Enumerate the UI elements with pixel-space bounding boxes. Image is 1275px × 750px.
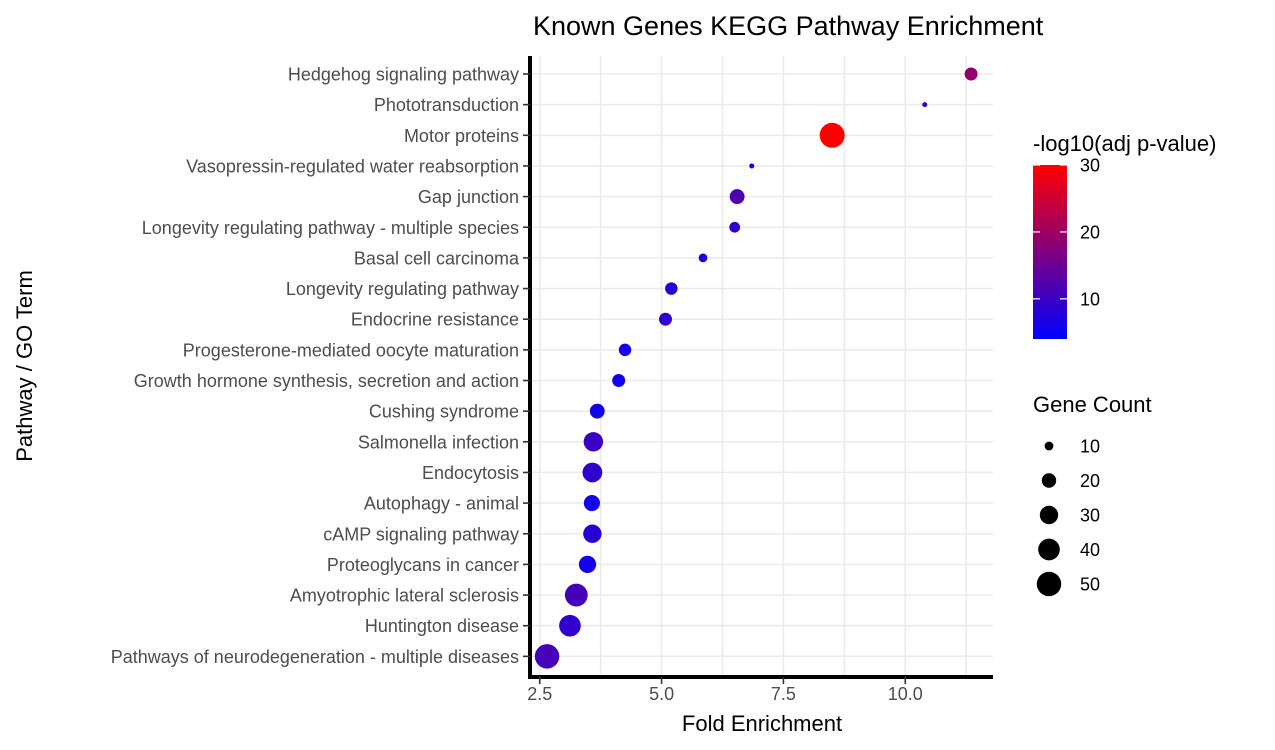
chart-title: Known Genes KEGG Pathway Enrichment [533,11,1044,41]
size-legend-key [1044,441,1054,451]
y-axis-title: Pathway / GO Term [12,270,37,462]
data-point [583,432,604,452]
y-tick-label: Endocytosis [422,463,519,483]
data-point [618,343,632,357]
y-tick-label: Pathways of neurodegeneration - multiple… [111,647,519,667]
data-point [534,644,560,669]
color-legend-label: 30 [1080,156,1100,176]
y-tick-label: Growth hormone synthesis, secretion and … [134,371,519,391]
y-tick-label: Motor proteins [404,126,519,146]
size-legend-label: 50 [1080,575,1100,595]
y-tick-label: Progesterone-mediated oocyte maturation [183,340,519,360]
x-tick-label: 5.0 [649,684,674,704]
data-point [729,189,745,205]
data-point [559,614,581,637]
y-tick-label: Amyotrophic lateral sclerosis [290,586,519,606]
data-points [534,67,978,669]
size-legend-title: Gene Count [1033,392,1152,417]
data-point [964,67,978,81]
color-legend-bar [1033,165,1067,339]
size-legend: Gene Count 10 20 30 40 50 [1033,392,1152,597]
y-tick-label: Endocrine resistance [351,310,519,330]
x-axis-ticks: 2.5 5.0 7.5 10.0 [527,677,923,704]
x-tick-label: 10.0 [888,684,923,704]
data-point [578,555,597,574]
data-point [582,462,603,483]
y-tick-label: Longevity regulating pathway - multiple … [142,218,519,238]
size-legend-key [1038,538,1060,561]
data-point [698,253,708,263]
y-tick-label: Huntington disease [365,616,519,636]
grid [530,56,993,677]
y-tick-label: Proteoglycans in cancer [327,555,519,575]
y-tick-label: Hedgehog signaling pathway [288,65,519,85]
data-point [819,122,845,148]
data-point [658,312,672,326]
size-legend-key [1041,473,1057,488]
y-axis-ticks: Hedgehog signaling pathway Phototransduct… [111,65,530,667]
data-point [665,282,678,295]
size-legend-label: 40 [1080,540,1100,560]
size-legend-label: 30 [1080,506,1100,526]
data-point [922,102,928,108]
data-point [612,374,626,387]
y-tick-label: Vasopressin-regulated water reabsorption [186,156,519,176]
data-point [729,221,741,233]
size-legend-key [1036,571,1062,597]
color-legend-title: -log10(adj p-value) [1033,131,1216,156]
y-tick-label: Cushing syndrome [369,402,519,422]
color-legend: -log10(adj p-value) 10 20 30 [1033,131,1216,339]
x-tick-label: 2.5 [527,684,552,704]
data-point [589,403,605,419]
data-point [564,583,588,607]
y-tick-label: Longevity regulating pathway [286,279,519,299]
color-legend-ticks: 10 20 30 [1033,156,1100,309]
color-legend-label: 10 [1080,289,1100,309]
y-tick-label: cAMP signaling pathway [323,524,519,544]
data-point [583,495,600,512]
data-point [749,163,755,169]
size-legend-label: 20 [1080,471,1100,491]
size-legend-items: 10 20 30 40 50 [1036,437,1100,597]
y-tick-label: Salmonella infection [358,432,519,452]
color-legend-label: 20 [1080,222,1100,242]
data-point [583,524,602,543]
size-legend-key [1039,505,1059,525]
y-tick-label: Phototransduction [374,95,519,115]
y-tick-label: Gap junction [418,187,519,207]
x-axis-title: Fold Enrichment [682,711,842,736]
x-tick-label: 7.5 [771,684,796,704]
y-tick-label: Autophagy - animal [364,494,519,514]
y-tick-label: Basal cell carcinoma [354,248,520,268]
size-legend-label: 10 [1080,437,1100,457]
